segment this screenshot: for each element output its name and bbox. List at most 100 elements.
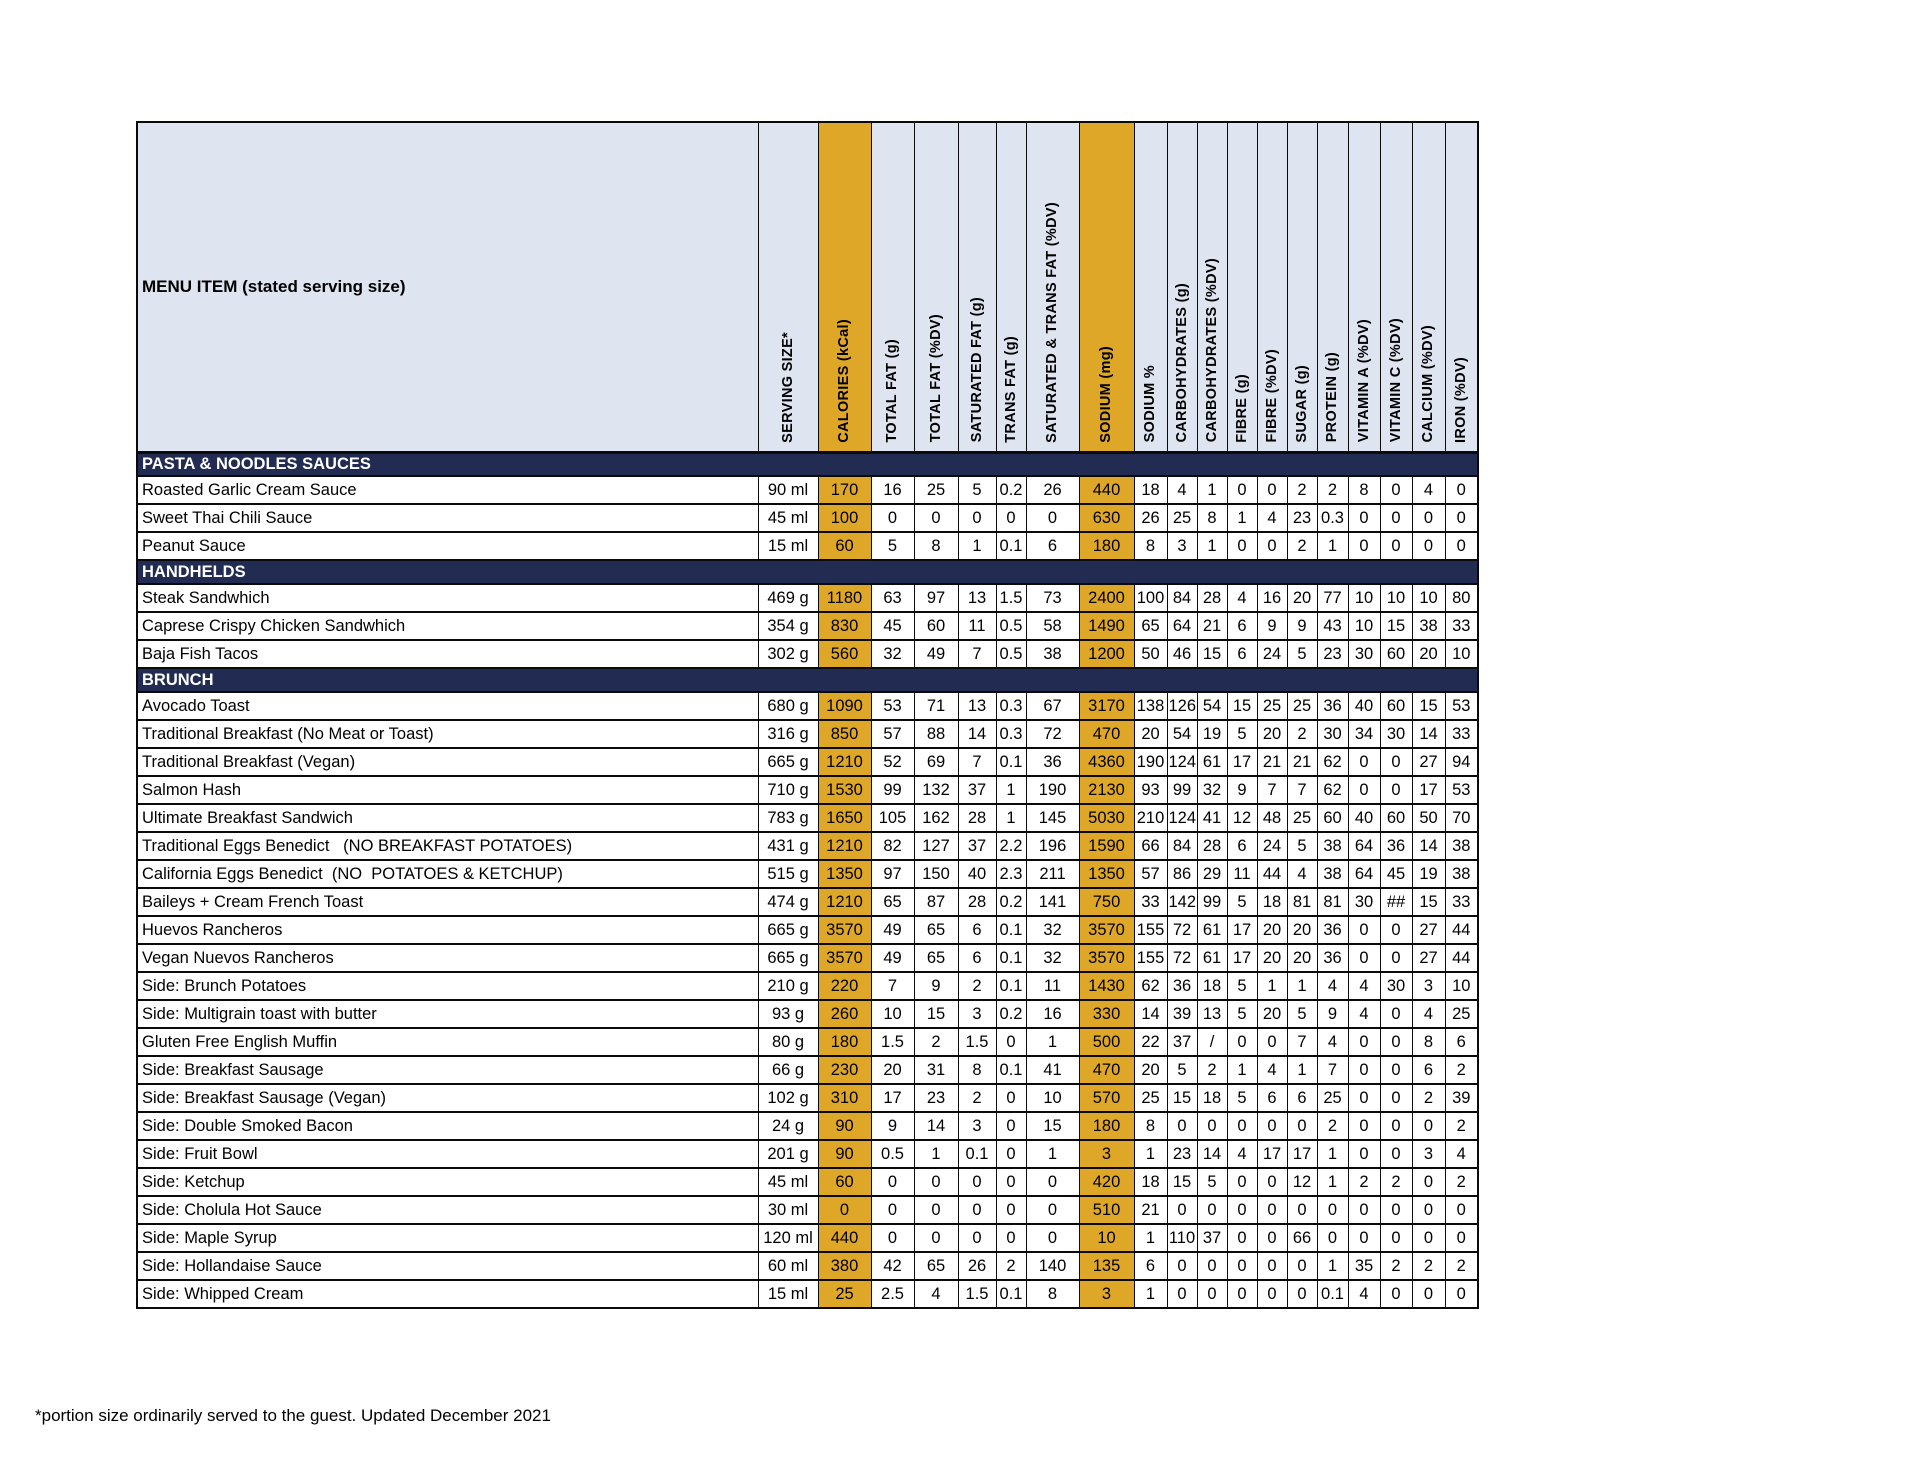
value-calcium-dv: 27 (1411, 943, 1446, 973)
value-vitamin-a-dv: 35 (1347, 1251, 1381, 1281)
value-carbohydrates-dv: 37 (1196, 1223, 1228, 1253)
value-sodium-mg: 4360 (1078, 747, 1135, 777)
rotated-header-wrap: CALORIES (kCal) (819, 125, 871, 451)
value-carbohydrates-g: 36 (1166, 971, 1198, 1001)
value-protein-g: 0.3 (1316, 503, 1349, 533)
value-trans-fat-g: 0 (995, 1027, 1027, 1057)
value-vitamin-c-dv: 60 (1379, 803, 1413, 833)
value-calcium-dv: 0 (1411, 1111, 1446, 1141)
value-iron-dv: 44 (1444, 915, 1479, 945)
value-serving-size: 102 g (757, 1083, 819, 1113)
menu-item-row: Baja Fish Tacos 302 g 560 32 49 7 0.5 38 1200 50 4… (136, 639, 1479, 669)
value-sodium: 155 (1133, 915, 1168, 945)
value-vitamin-c-dv: 30 (1379, 719, 1413, 749)
value-protein-g: 9 (1316, 999, 1349, 1029)
value-saturated-fat-g: 0 (957, 1195, 997, 1225)
value-fibre-dv: 0 (1256, 531, 1288, 561)
value-fibre-g: 6 (1226, 611, 1258, 641)
value-saturated-trans-fat-dv: 141 (1025, 887, 1080, 917)
value-sugar-g: 2 (1286, 531, 1318, 561)
value-calcium-dv: 2 (1411, 1083, 1446, 1113)
value-iron-dv: 0 (1444, 475, 1479, 505)
value-saturated-fat-g: 0 (957, 1223, 997, 1253)
value-total-fat-g: 42 (870, 1251, 915, 1281)
rotated-header-wrap: SATURATED & TRANS FAT (%DV) (1027, 125, 1079, 451)
value-iron-dv: 38 (1444, 831, 1479, 861)
value-serving-size: 474 g (757, 887, 819, 917)
menu-item-name: California Eggs Benedict (NO POTATOES & … (136, 859, 759, 889)
value-total-fat-g: 57 (870, 719, 915, 749)
value-protein-g: 7 (1316, 1055, 1349, 1085)
value-iron-dv: 2 (1444, 1111, 1479, 1141)
value-calcium-dv: 50 (1411, 803, 1446, 833)
value-iron-dv: 70 (1444, 803, 1479, 833)
value-sugar-g: 0 (1286, 1195, 1318, 1225)
rotated-header-label: SODIUM % (1142, 365, 1159, 443)
value-fibre-dv: 1 (1256, 971, 1288, 1001)
rotated-header-wrap: VITAMIN C (%DV) (1381, 125, 1412, 451)
value-sugar-g: 5 (1286, 999, 1318, 1029)
value-calories-kcal: 220 (817, 971, 872, 1001)
rotated-header-wrap: CARBOHYDRATES (g) (1168, 125, 1197, 451)
value-fibre-dv: 0 (1256, 1279, 1288, 1309)
value-carbohydrates-dv: 29 (1196, 859, 1228, 889)
menu-item-row: Salmon Hash 710 g 1530 99 132 37 1 190 2130 93 99 3… (136, 775, 1479, 805)
value-vitamin-a-dv: 0 (1347, 1111, 1381, 1141)
value-fibre-dv: 24 (1256, 831, 1288, 861)
value-carbohydrates-g: 0 (1166, 1251, 1198, 1281)
col-header-fibre-dv: FIBRE (%DV) (1256, 121, 1288, 454)
value-sodium-mg: 330 (1078, 999, 1135, 1029)
value-vitamin-c-dv: 0 (1379, 1055, 1413, 1085)
value-saturated-trans-fat-dv: 145 (1025, 803, 1080, 833)
section-title: PASTA & NOODLES SAUCES (136, 451, 1479, 477)
value-iron-dv: 2 (1444, 1167, 1479, 1197)
rotated-header-wrap: PROTEIN (g) (1318, 125, 1348, 451)
value-saturated-fat-g: 14 (957, 719, 997, 749)
col-header-total-fat-g: TOTAL FAT (g) (870, 121, 915, 454)
value-fibre-g: 1 (1226, 1055, 1258, 1085)
value-vitamin-a-dv: 10 (1347, 611, 1381, 641)
value-trans-fat-g: 0.1 (995, 531, 1027, 561)
value-sodium-mg: 1490 (1078, 611, 1135, 641)
value-trans-fat-g: 0 (995, 1223, 1027, 1253)
value-total-fat-g: 65 (870, 887, 915, 917)
value-calories-kcal: 90 (817, 1111, 872, 1141)
value-carbohydrates-dv: 28 (1196, 831, 1228, 861)
value-carbohydrates-dv: 41 (1196, 803, 1228, 833)
col-header-saturated-fat-g: SATURATED FAT (g) (957, 121, 997, 454)
value-protein-g: 23 (1316, 639, 1349, 669)
value-calcium-dv: 15 (1411, 691, 1446, 721)
value-carbohydrates-g: 23 (1166, 1139, 1198, 1169)
value-calories-kcal: 1350 (817, 859, 872, 889)
value-calcium-dv: 0 (1411, 531, 1446, 561)
value-sodium-mg: 470 (1078, 719, 1135, 749)
value-total-fat-g: 16 (870, 475, 915, 505)
rotated-header-label: TOTAL FAT (g) (884, 338, 901, 443)
value-carbohydrates-g: 110 (1166, 1223, 1198, 1253)
value-carbohydrates-dv: 0 (1196, 1251, 1228, 1281)
menu-item-name: Roasted Garlic Cream Sauce (136, 475, 759, 505)
value-carbohydrates-dv: / (1196, 1027, 1228, 1057)
value-vitamin-c-dv: 60 (1379, 639, 1413, 669)
value-saturated-trans-fat-dv: 6 (1025, 531, 1080, 561)
value-trans-fat-g: 2.3 (995, 859, 1027, 889)
menu-item-header: MENU ITEM (stated serving size) (136, 121, 759, 454)
value-sodium: 20 (1133, 719, 1168, 749)
value-iron-dv: 6 (1444, 1027, 1479, 1057)
value-serving-size: 431 g (757, 831, 819, 861)
menu-item-name: Caprese Crispy Chicken Sandwhich (136, 611, 759, 641)
menu-item-name: Side: Fruit Bowl (136, 1139, 759, 1169)
value-sugar-g: 20 (1286, 915, 1318, 945)
value-carbohydrates-g: 54 (1166, 719, 1198, 749)
value-trans-fat-g: 0 (995, 1195, 1027, 1225)
value-carbohydrates-dv: 32 (1196, 775, 1228, 805)
value-total-fat-g: 10 (870, 999, 915, 1029)
value-protein-g: 4 (1316, 971, 1349, 1001)
value-saturated-trans-fat-dv: 0 (1025, 1167, 1080, 1197)
menu-item-name: Side: Maple Syrup (136, 1223, 759, 1253)
value-vitamin-a-dv: 2 (1347, 1167, 1381, 1197)
value-carbohydrates-dv: 14 (1196, 1139, 1228, 1169)
menu-item-row: Roasted Garlic Cream Sauce 90 ml 170 16 25 5 0… (136, 475, 1479, 505)
value-carbohydrates-g: 124 (1166, 747, 1198, 777)
rotated-header-label: SODIUM (mg) (1098, 345, 1115, 443)
